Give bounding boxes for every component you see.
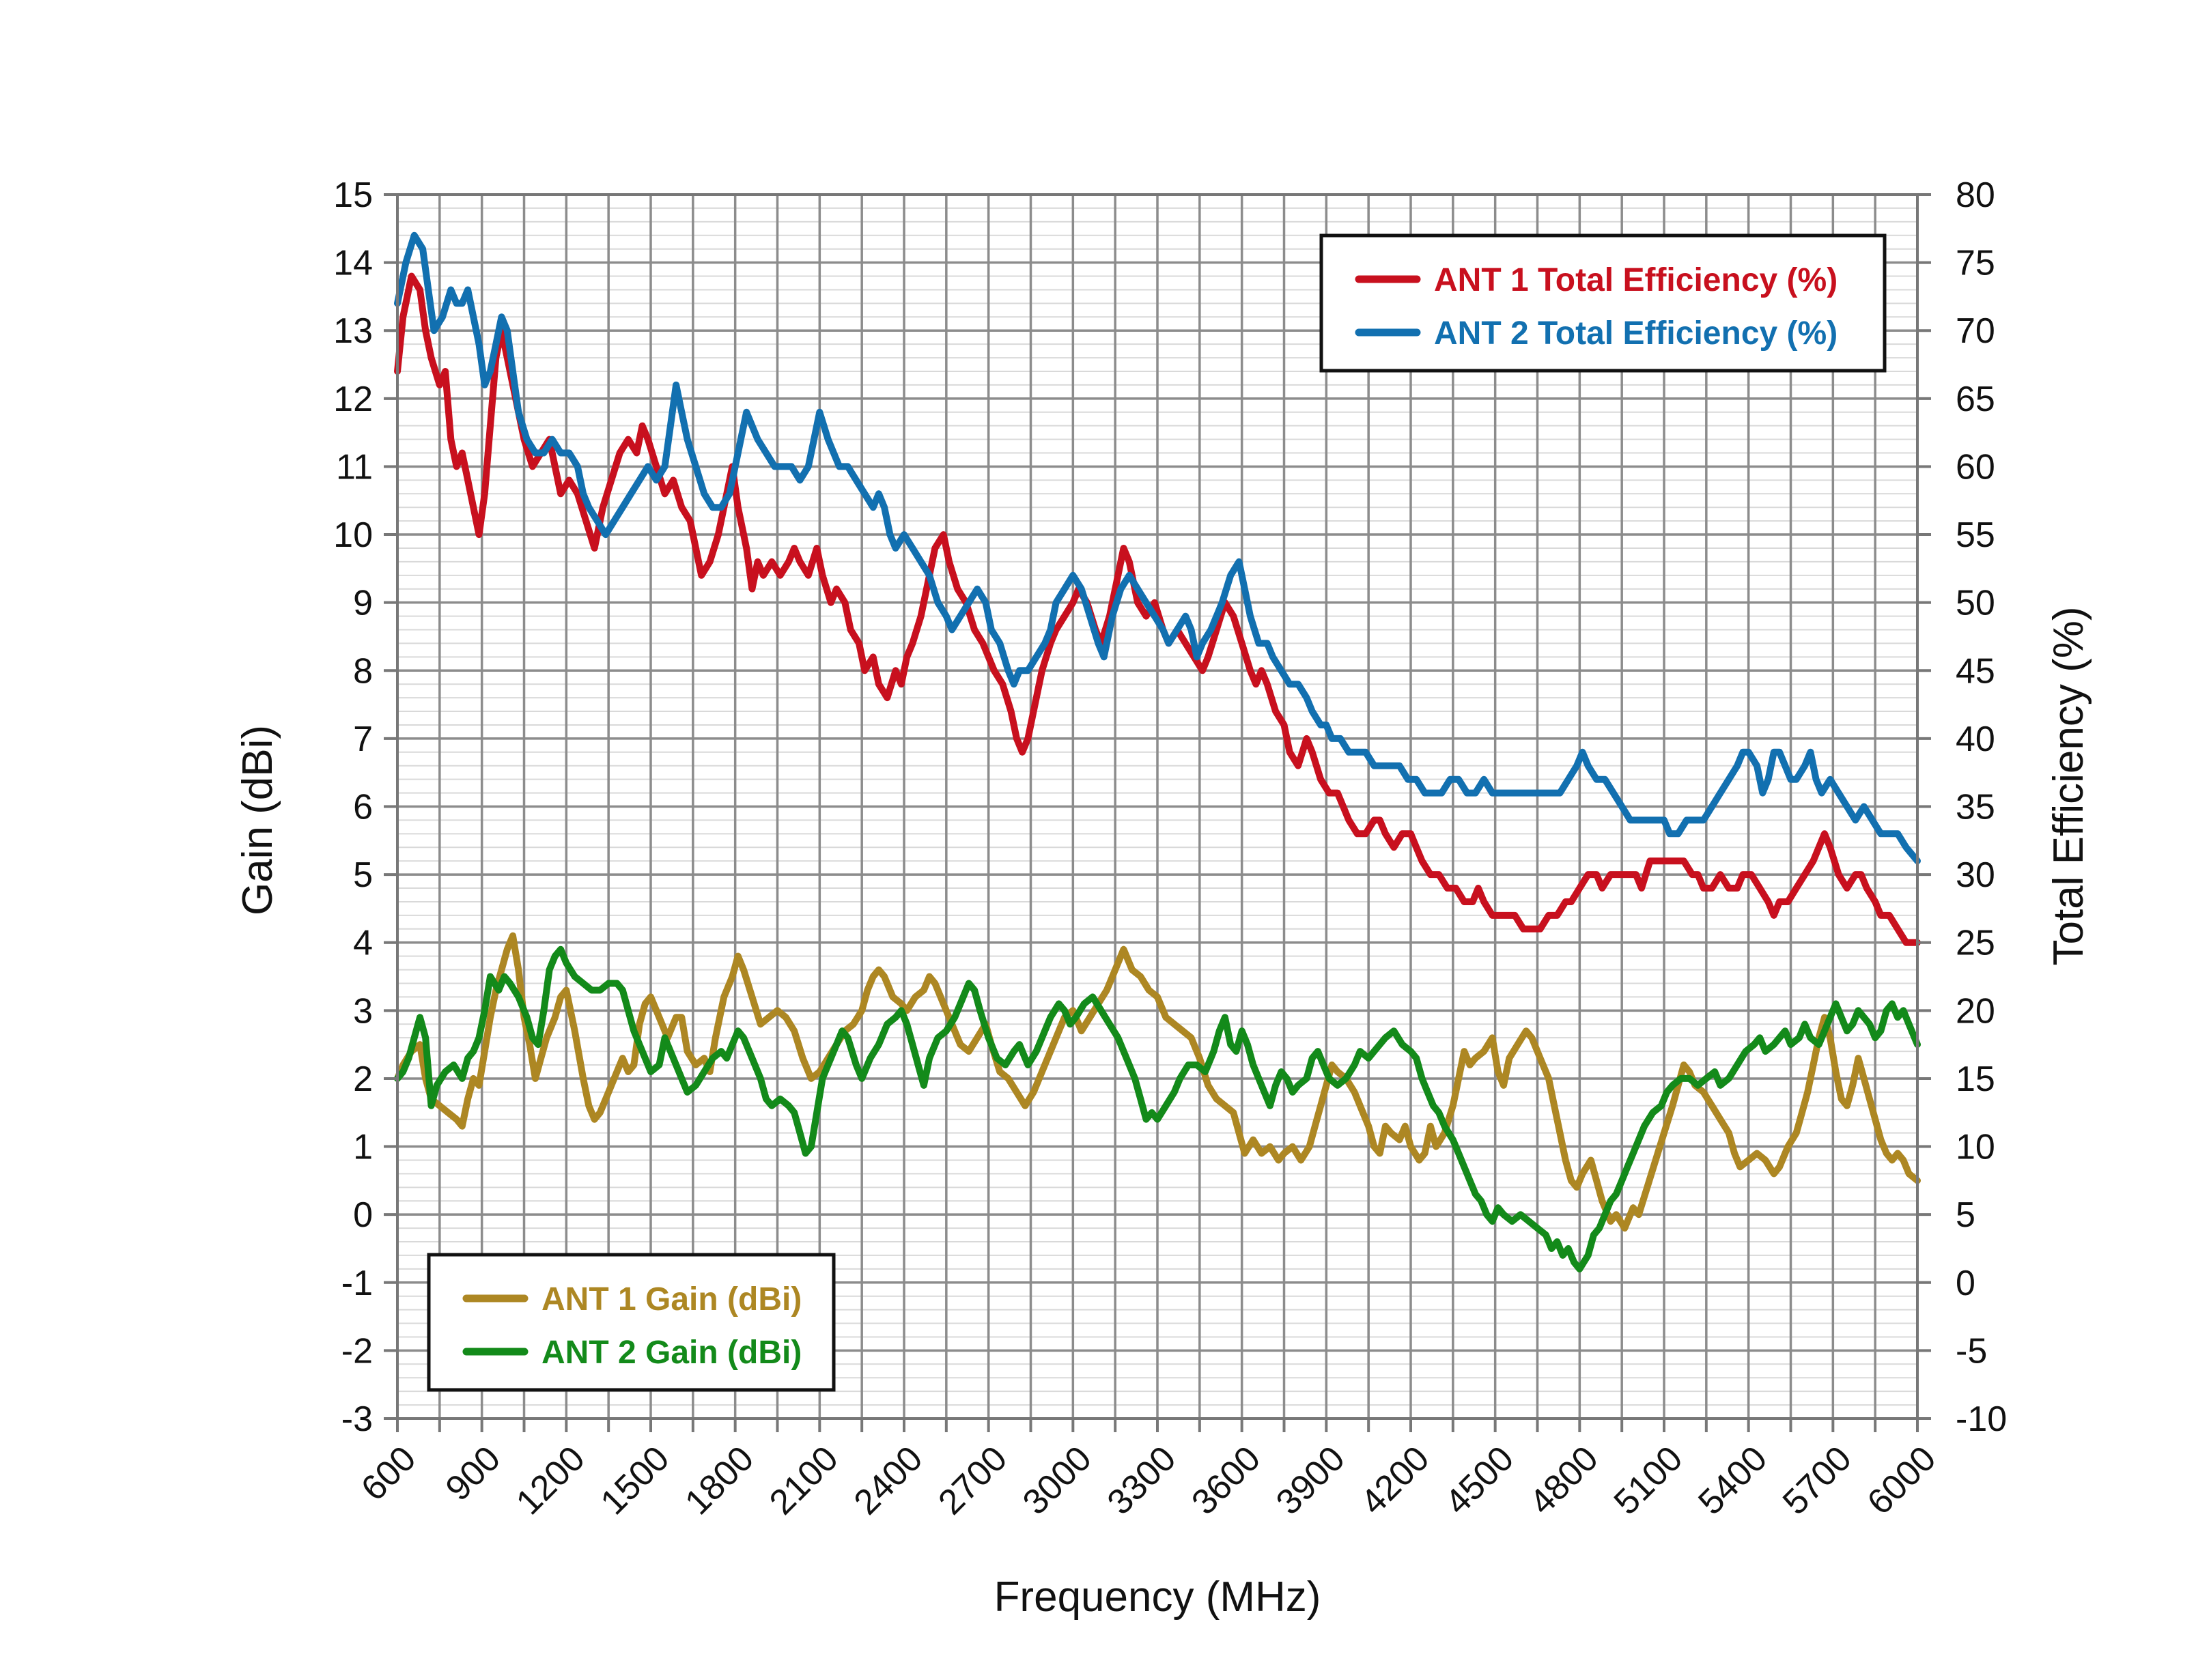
right-tick-label: 5 — [1956, 1195, 1975, 1235]
right-tick-label: -10 — [1956, 1399, 2007, 1439]
right-tick-label: 65 — [1956, 380, 1995, 419]
left-tick-label: 5 — [353, 855, 373, 895]
legend-gain: ANT 1 Gain (dBi) ANT 2 Gain (dBi) — [427, 1253, 836, 1392]
right-tick-label: 0 — [1956, 1264, 1975, 1303]
left-tick-label: 15 — [333, 175, 373, 215]
left-tick-label: 9 — [353, 584, 373, 623]
left-tick-label: 8 — [353, 651, 373, 691]
left-tick-label: 10 — [333, 515, 373, 555]
right-tick-label: 60 — [1956, 447, 1995, 487]
legend-efficiency: ANT 1 Total Efficiency (%) ANT 2 Total E… — [1319, 233, 1887, 373]
left-tick-label: -2 — [341, 1331, 373, 1371]
left-tick-label: 7 — [353, 720, 373, 759]
left-tick-label: 4 — [353, 924, 373, 963]
right-tick-label: 75 — [1956, 244, 1995, 283]
legend-gain-box — [427, 1253, 836, 1392]
left-tick-label: 14 — [333, 244, 373, 283]
right-tick-label: 30 — [1956, 855, 1995, 895]
series-layer — [394, 231, 1921, 1272]
left-tick-label: 0 — [353, 1195, 373, 1235]
left-tick-label: 3 — [353, 991, 373, 1031]
right-tick-label: 25 — [1956, 924, 1995, 963]
x-axis-label: Frequency (MHz) — [994, 1574, 1321, 1621]
left-tick-label: 2 — [353, 1059, 373, 1099]
series-line-3 — [394, 932, 1921, 1232]
left-tick-label: -3 — [341, 1399, 373, 1439]
right-tick-label: 80 — [1956, 175, 1995, 215]
right-tick-label: 40 — [1956, 720, 1995, 759]
right-tick-label: 55 — [1956, 515, 1995, 555]
right-tick-label: 10 — [1956, 1128, 1995, 1167]
right-tick-label: 45 — [1956, 651, 1995, 691]
right-tick-label: 70 — [1956, 311, 1995, 351]
right-axis-label: Total Efficiency (%) — [2045, 606, 2092, 965]
left-tick-label: 13 — [333, 311, 373, 351]
right-tick-label: 50 — [1956, 584, 1995, 623]
series-line-1 — [394, 272, 1921, 946]
legend-label-ant1-gain: ANT 1 Gain (dBi) — [541, 1281, 802, 1318]
right-tick-label: -5 — [1956, 1331, 1987, 1371]
left-tick-label: 1 — [353, 1128, 373, 1167]
legend-label-ant1-efficiency: ANT 1 Total Efficiency (%) — [1434, 262, 1838, 298]
right-axis-ticks: -10 -5 0 5 10 15 20 25 30 35 40 45 50 55 60 65 70 75 80 — [1917, 175, 2007, 1439]
left-axis-label: Gain (dBi) — [234, 725, 281, 915]
series-line-4 — [394, 945, 1921, 1272]
left-tick-label: 12 — [333, 380, 373, 419]
left-tick-label: 6 — [353, 788, 373, 827]
right-tick-label: 35 — [1956, 788, 1995, 827]
left-tick-label: -1 — [341, 1264, 373, 1303]
legend-efficiency-box — [1319, 233, 1887, 373]
right-tick-label: 20 — [1956, 991, 1995, 1031]
legend-label-ant2-efficiency: ANT 2 Total Efficiency (%) — [1434, 315, 1838, 352]
series-line-2 — [394, 231, 1921, 865]
right-tick-label: 15 — [1956, 1059, 1995, 1099]
legend-label-ant2-gain: ANT 2 Gain (dBi) — [541, 1335, 802, 1371]
left-tick-label: 11 — [336, 447, 373, 487]
